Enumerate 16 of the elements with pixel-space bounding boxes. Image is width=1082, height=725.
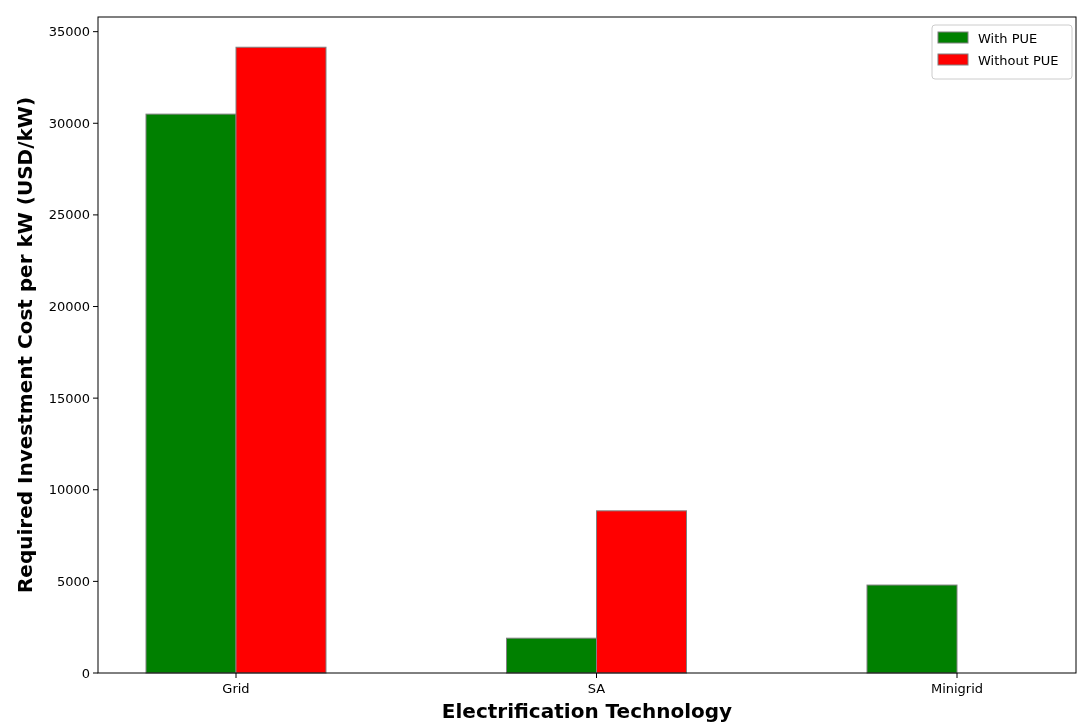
y-tick-label: 25000 (48, 207, 90, 223)
y-tick-label: 10000 (48, 482, 90, 498)
x-axis-title: Electrification Technology (441, 699, 733, 723)
x-tick-label: SA (587, 681, 606, 696)
x-tick-label: Grid (222, 681, 250, 696)
y-tick-label: 5000 (56, 573, 90, 589)
y-tick-label: 30000 (48, 115, 90, 131)
y-tick-label: 20000 (48, 299, 90, 315)
legend-label: With PUE (978, 30, 1038, 46)
y-tick-label: 35000 (48, 24, 90, 40)
y-axis-title: Required Investment Cost per kW (USD/kW) (13, 96, 37, 594)
legend-label: Without PUE (978, 52, 1059, 68)
y-tick-label: 0 (81, 665, 90, 681)
y-tick-label: 15000 (48, 390, 90, 406)
bar (866, 584, 958, 674)
x-tick-label: Minigrid (930, 681, 984, 696)
